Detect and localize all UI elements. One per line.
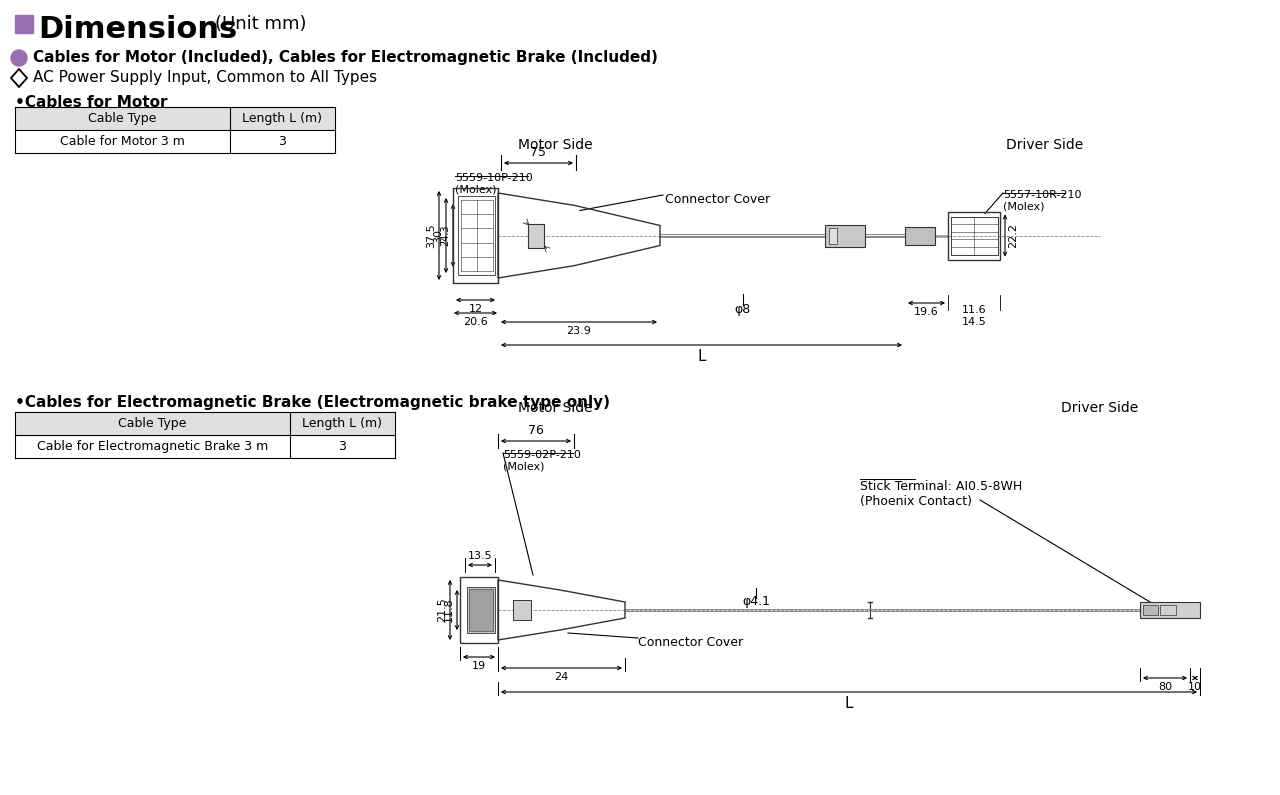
Text: 13.5: 13.5	[467, 551, 493, 561]
Text: 5559-02P-210
(Molex): 5559-02P-210 (Molex)	[503, 450, 581, 471]
Text: 22.2: 22.2	[1007, 223, 1018, 248]
Text: (Unit mm): (Unit mm)	[215, 15, 306, 33]
Text: Length L (m): Length L (m)	[302, 417, 383, 430]
Text: Stick Terminal: AI0.5-8WH
(Phoenix Contact): Stick Terminal: AI0.5-8WH (Phoenix Conta…	[860, 480, 1023, 508]
Text: •Cables for Motor: •Cables for Motor	[15, 95, 168, 110]
Text: 37.5: 37.5	[426, 223, 436, 248]
Text: 20.6: 20.6	[463, 317, 488, 327]
Text: Dimensions: Dimensions	[38, 15, 237, 44]
Bar	[468, 589, 493, 631]
Text: 3: 3	[279, 135, 287, 148]
Text: 24: 24	[554, 672, 568, 682]
Text: AC Power Supply Input, Common to All Types: AC Power Supply Input, Common to All Typ…	[33, 70, 378, 85]
Bar	[905, 227, 934, 245]
Bar	[15, 107, 335, 130]
Text: 24.3: 24.3	[440, 225, 451, 246]
Bar	[826, 224, 865, 246]
Text: Motor Side: Motor Side	[517, 401, 593, 415]
Text: 76: 76	[529, 424, 544, 437]
Text: Connector Cover: Connector Cover	[666, 193, 771, 206]
Text: 5557-10R-210
(Molex): 5557-10R-210 (Molex)	[1004, 190, 1082, 211]
Text: 11.8: 11.8	[444, 598, 454, 622]
Text: L: L	[698, 349, 705, 364]
Bar	[829, 227, 837, 243]
Text: Cable for Motor 3 m: Cable for Motor 3 m	[60, 135, 184, 148]
Text: Cable Type: Cable Type	[88, 112, 156, 125]
Text: 23.9: 23.9	[567, 326, 591, 336]
Text: 5559-10P-210
(Molex): 5559-10P-210 (Molex)	[454, 173, 532, 195]
Text: Cable for Electromagnetic Brake 3 m: Cable for Electromagnetic Brake 3 m	[37, 440, 268, 453]
Text: Driver Side: Driver Side	[1006, 138, 1084, 152]
Bar	[467, 587, 495, 633]
Text: 3: 3	[339, 440, 347, 453]
Bar	[460, 577, 498, 643]
Text: φ4.1: φ4.1	[742, 595, 771, 608]
Text: Connector Cover: Connector Cover	[637, 636, 744, 649]
Circle shape	[12, 50, 27, 66]
Text: 19: 19	[472, 661, 486, 671]
Text: 75: 75	[530, 146, 547, 159]
Bar	[15, 15, 33, 33]
Bar	[453, 188, 498, 283]
Text: 21.5: 21.5	[436, 598, 447, 622]
Bar	[529, 223, 544, 247]
Bar	[1140, 602, 1199, 618]
Text: 30: 30	[433, 228, 443, 242]
Bar	[1160, 605, 1176, 615]
Bar	[458, 196, 495, 275]
Text: Driver Side: Driver Side	[1061, 401, 1139, 415]
Text: 14.5: 14.5	[961, 317, 987, 327]
Bar	[948, 211, 1000, 259]
Text: 19.6: 19.6	[914, 307, 938, 317]
Text: φ8: φ8	[735, 303, 751, 316]
Text: L: L	[845, 696, 854, 711]
Bar	[513, 600, 531, 620]
Text: Cables for Motor (Included), Cables for Electromagnetic Brake (Included): Cables for Motor (Included), Cables for …	[33, 50, 658, 65]
Text: 10: 10	[1188, 682, 1202, 692]
Text: 12: 12	[468, 304, 483, 314]
Bar	[15, 412, 396, 435]
Bar	[951, 216, 998, 254]
Text: 80: 80	[1158, 682, 1172, 692]
Text: Cable Type: Cable Type	[118, 417, 187, 430]
Bar	[1143, 605, 1158, 615]
Text: Length L (m): Length L (m)	[242, 112, 323, 125]
Text: 11.6: 11.6	[961, 305, 987, 315]
Text: •Cables for Electromagnetic Brake (Electromagnetic brake type only): •Cables for Electromagnetic Brake (Elect…	[15, 395, 611, 410]
Text: Motor Side: Motor Side	[517, 138, 593, 152]
